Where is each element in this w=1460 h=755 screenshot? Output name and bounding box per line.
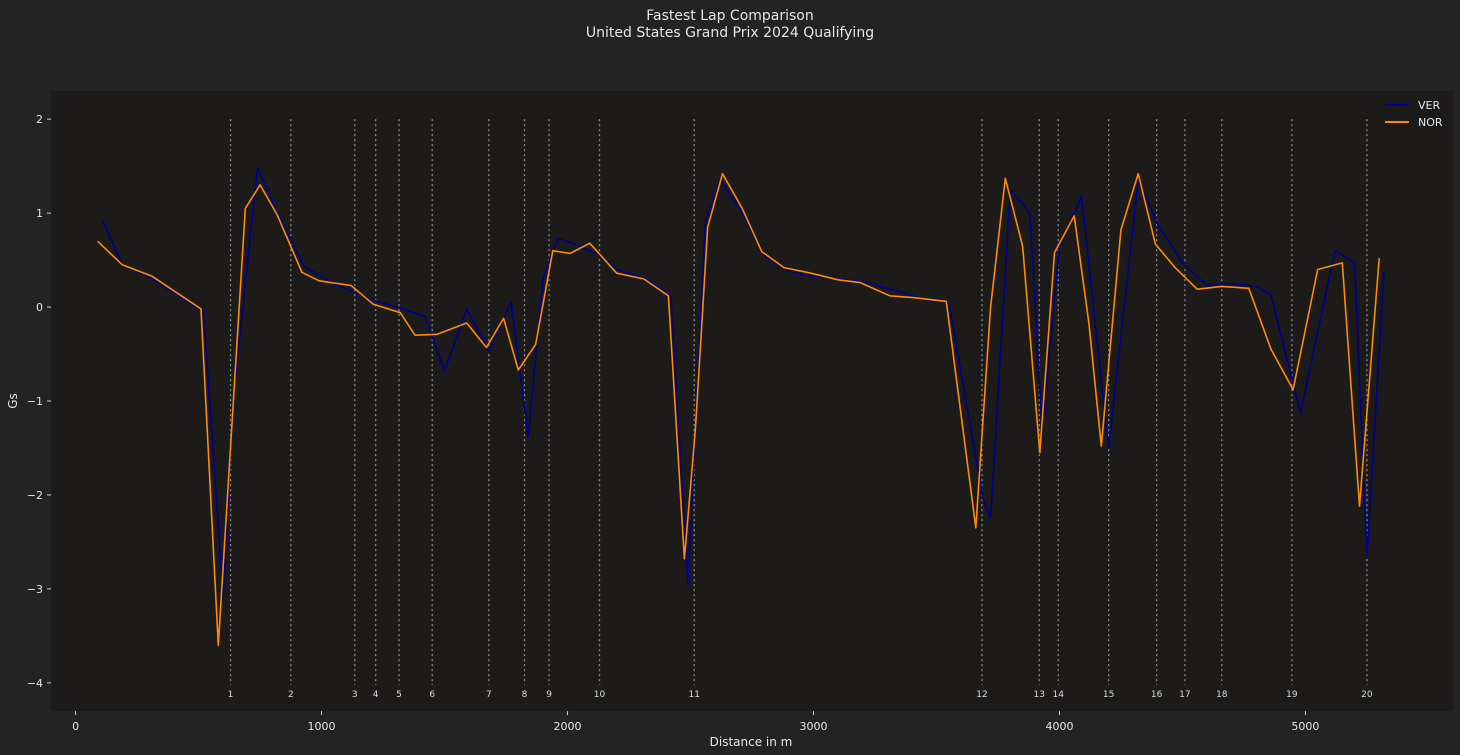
x-tick-label: 0	[72, 720, 79, 733]
series-line-nor	[97, 172, 1380, 647]
corner-label: 15	[1103, 690, 1114, 700]
y-axis-label: Gs	[6, 393, 20, 409]
x-tick-label: 1000	[308, 720, 336, 733]
corner-label: 9	[546, 690, 552, 700]
y-axis: 2 1 0 −1 −2 −3 −4	[27, 113, 51, 690]
x-axis-label: Distance in m	[710, 735, 793, 749]
y-tick-label: −2	[27, 489, 43, 502]
corner-label: 8	[522, 690, 528, 700]
y-tick-label: 1	[36, 207, 43, 220]
x-axis: 0 1000 2000 3000 4000 5000	[72, 711, 1319, 733]
corner-label: 20	[1361, 690, 1373, 700]
legend-label: NOR	[1418, 116, 1443, 129]
corner-label: 11	[688, 690, 699, 700]
corner-label: 12	[976, 690, 987, 700]
x-tick-label: 2000	[554, 720, 582, 733]
corner-label: 3	[352, 690, 358, 700]
corner-label: 16	[1151, 690, 1163, 700]
y-tick-label: 0	[36, 301, 43, 314]
y-tick-label: −4	[27, 677, 43, 690]
legend-label: VER	[1418, 99, 1440, 112]
corner-label: 4	[373, 690, 379, 700]
y-tick-label: −1	[27, 395, 43, 408]
corner-label: 6	[429, 690, 435, 700]
chart-title: Fastest Lap Comparison	[646, 8, 814, 24]
x-tick-label: 4000	[1045, 720, 1073, 733]
corner-label: 14	[1052, 690, 1064, 700]
x-tick-label: 3000	[799, 720, 827, 733]
corner-label: 17	[1179, 690, 1190, 700]
corner-label: 5	[396, 690, 402, 700]
corner-label: 18	[1216, 690, 1228, 700]
corner-label: 7	[486, 690, 492, 700]
corner-label: 2	[288, 690, 294, 700]
series-lines	[97, 167, 1385, 647]
y-tick-label: 2	[36, 113, 43, 126]
corner-label: 13	[1034, 690, 1045, 700]
corner-label: 1	[228, 690, 234, 700]
corner-label: 19	[1286, 690, 1298, 700]
legend: VER NOR	[1385, 99, 1443, 129]
series-line-ver	[101, 167, 1385, 598]
y-tick-label: −3	[27, 583, 43, 596]
plot-area	[51, 91, 1453, 711]
corner-markers: 1 2 3 4 5 6 7 8 9 10 11 12 13 14 15 16 17 18 19 20	[228, 119, 1373, 700]
x-tick-label: 5000	[1291, 720, 1319, 733]
corner-label: 10	[594, 690, 606, 700]
chart-subtitle: United States Grand Prix 2024 Qualifying	[586, 25, 874, 41]
